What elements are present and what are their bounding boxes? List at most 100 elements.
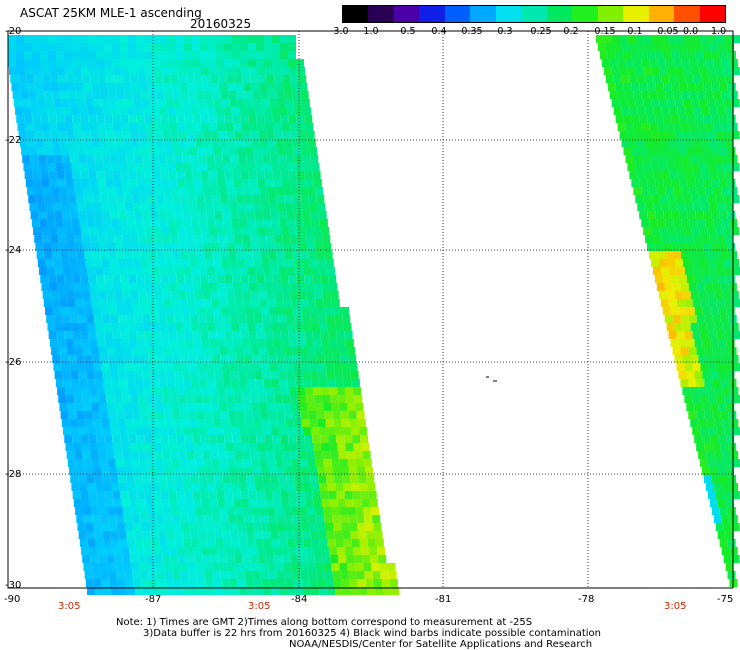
swath-cell bbox=[102, 371, 111, 379]
swath-cell bbox=[139, 299, 148, 307]
swath-cell bbox=[342, 531, 351, 539]
swath-cell bbox=[215, 107, 224, 115]
swath-cell bbox=[49, 227, 58, 235]
swath-cell bbox=[297, 443, 306, 451]
swath-cell bbox=[717, 107, 726, 115]
swath-cell bbox=[244, 411, 253, 419]
swath-cell bbox=[215, 539, 224, 547]
swath-cell bbox=[280, 35, 288, 43]
swath-cell bbox=[256, 171, 265, 179]
swath-cell bbox=[122, 235, 131, 243]
swath-cell bbox=[257, 283, 266, 291]
swath-cell bbox=[631, 115, 640, 123]
swath-cell bbox=[221, 307, 230, 315]
swath-cell bbox=[187, 403, 196, 411]
swath-cell bbox=[292, 91, 301, 99]
swath-cell bbox=[215, 267, 224, 275]
swath-cell bbox=[246, 315, 255, 323]
swath-cell bbox=[171, 187, 180, 195]
swath-cell bbox=[341, 307, 350, 315]
swath-cell bbox=[42, 291, 51, 299]
swath-cell bbox=[717, 43, 726, 51]
swath-cell bbox=[714, 451, 723, 459]
swath-cell bbox=[300, 195, 309, 203]
swath-cell bbox=[263, 483, 272, 491]
swath-cell bbox=[148, 355, 157, 363]
swath-cell bbox=[155, 347, 164, 355]
swath-cell bbox=[240, 491, 249, 499]
swath-cell bbox=[339, 507, 348, 515]
swath-cell bbox=[39, 267, 48, 275]
swath-cell bbox=[182, 371, 191, 379]
swath-cell bbox=[277, 467, 286, 475]
swath-cell bbox=[116, 355, 125, 363]
swath-cell bbox=[151, 267, 160, 275]
swath-cell bbox=[243, 187, 252, 195]
swath-cell bbox=[694, 403, 703, 411]
swath-cell bbox=[661, 107, 670, 115]
swath-cell bbox=[126, 531, 135, 539]
swath-cell bbox=[60, 355, 69, 363]
swath-cell bbox=[132, 251, 141, 259]
swath-cell bbox=[226, 451, 235, 459]
swath-cell bbox=[649, 219, 658, 227]
swath-cell bbox=[203, 563, 212, 571]
swath-cell bbox=[231, 379, 240, 387]
lon-label: -78 bbox=[578, 594, 595, 605]
swath-cell bbox=[348, 571, 357, 579]
swath-cell bbox=[679, 83, 688, 91]
swath-cell bbox=[706, 387, 715, 395]
swath-cell bbox=[679, 147, 688, 155]
swath-cell bbox=[307, 243, 316, 251]
swath-cell bbox=[287, 219, 296, 227]
swath-cell bbox=[202, 75, 211, 83]
swath-cell bbox=[264, 115, 273, 123]
swath-cell bbox=[611, 99, 620, 107]
swath-cell bbox=[134, 371, 143, 379]
swath-cell bbox=[81, 283, 90, 291]
swath-cell bbox=[309, 147, 318, 155]
swath-cell bbox=[327, 587, 336, 595]
swath-cell bbox=[329, 387, 338, 395]
swath-cell bbox=[83, 243, 92, 251]
swath-cell bbox=[191, 483, 200, 491]
swath-cell bbox=[63, 107, 72, 115]
swath-cell bbox=[119, 107, 128, 115]
swath-cell bbox=[99, 139, 108, 147]
swath-cell bbox=[704, 379, 713, 387]
swath-cell bbox=[703, 243, 712, 251]
swath-cell bbox=[144, 115, 153, 123]
swath-cell bbox=[721, 483, 730, 491]
swath-cell bbox=[79, 219, 88, 227]
swath-cell bbox=[603, 67, 612, 75]
swath-cell bbox=[315, 563, 324, 571]
swath-cell bbox=[52, 355, 61, 363]
swath-cell bbox=[234, 235, 243, 243]
swath-cell bbox=[180, 411, 189, 419]
swath-cell bbox=[166, 315, 175, 323]
swath-cell bbox=[265, 499, 274, 507]
swath-cell bbox=[104, 115, 113, 123]
swath-cell bbox=[625, 59, 634, 67]
swath-cell bbox=[119, 163, 128, 171]
swath-cell bbox=[673, 59, 682, 67]
swath-cell bbox=[311, 163, 320, 171]
swath-cell bbox=[43, 83, 52, 91]
swath-cell bbox=[40, 35, 48, 43]
swath-cell bbox=[184, 171, 193, 179]
swath-cell bbox=[88, 171, 97, 179]
swath-cell bbox=[383, 587, 392, 595]
swath-cell bbox=[721, 547, 730, 555]
swath-cell bbox=[613, 75, 622, 83]
swath-cell bbox=[260, 571, 269, 579]
swath-cell bbox=[732, 459, 740, 467]
swath-cell bbox=[86, 371, 95, 379]
swath-cell bbox=[354, 395, 363, 403]
swath-cell bbox=[184, 51, 192, 59]
swath-cell bbox=[172, 195, 181, 203]
swath-cell bbox=[114, 395, 123, 403]
swath-cell bbox=[635, 131, 644, 139]
swath-cell bbox=[105, 123, 114, 131]
swath-cell bbox=[138, 555, 147, 563]
swath-cell bbox=[230, 371, 239, 379]
